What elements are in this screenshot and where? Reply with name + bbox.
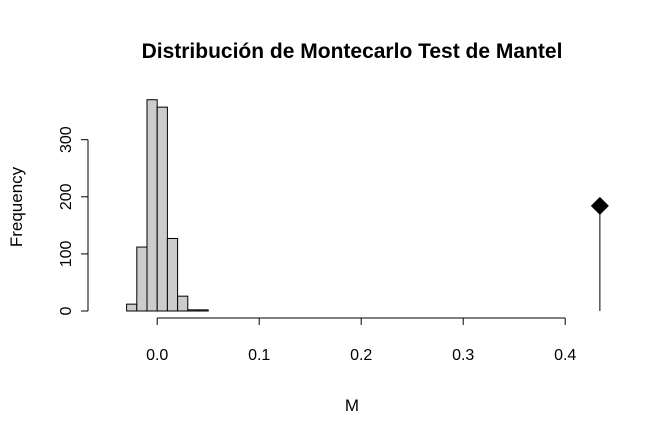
x-tick-label-4: 0.4 (554, 347, 576, 364)
x-tick-label-2: 0.2 (350, 347, 372, 364)
observed-diamond-point (590, 196, 609, 215)
chart-title: Distribución de Montecarlo Test de Mante… (142, 40, 563, 63)
histogram-bar-2 (146, 99, 158, 312)
histogram-bars (126, 99, 209, 312)
y-axis-label: Frequency (7, 166, 26, 247)
x-axis-label: M (345, 396, 359, 415)
y-tick-label-3: 300 (58, 126, 75, 153)
histogram-bar-5 (177, 295, 189, 312)
histogram-bar-4 (166, 237, 179, 312)
y-tick-label-0: 0 (58, 306, 75, 315)
observed-statistic-marker (590, 196, 609, 311)
histogram-bar-0 (126, 303, 138, 312)
histogram-bar-3 (156, 106, 168, 312)
histogram-bar-1 (136, 246, 148, 312)
x-axis: 0.0 0.1 0.2 0.3 0.4 (146, 317, 576, 364)
x-tick-label-3: 0.3 (452, 347, 474, 364)
y-tick-label-1: 100 (58, 240, 75, 267)
x-tick-label-0: 0.0 (146, 347, 168, 364)
histogram-bar-7 (197, 309, 209, 312)
x-tick-label-1: 0.1 (248, 347, 270, 364)
y-tick-label-2: 200 (58, 183, 75, 210)
y-axis: 0 100 200 300 (58, 126, 89, 315)
histogram-bar-6 (187, 309, 199, 312)
